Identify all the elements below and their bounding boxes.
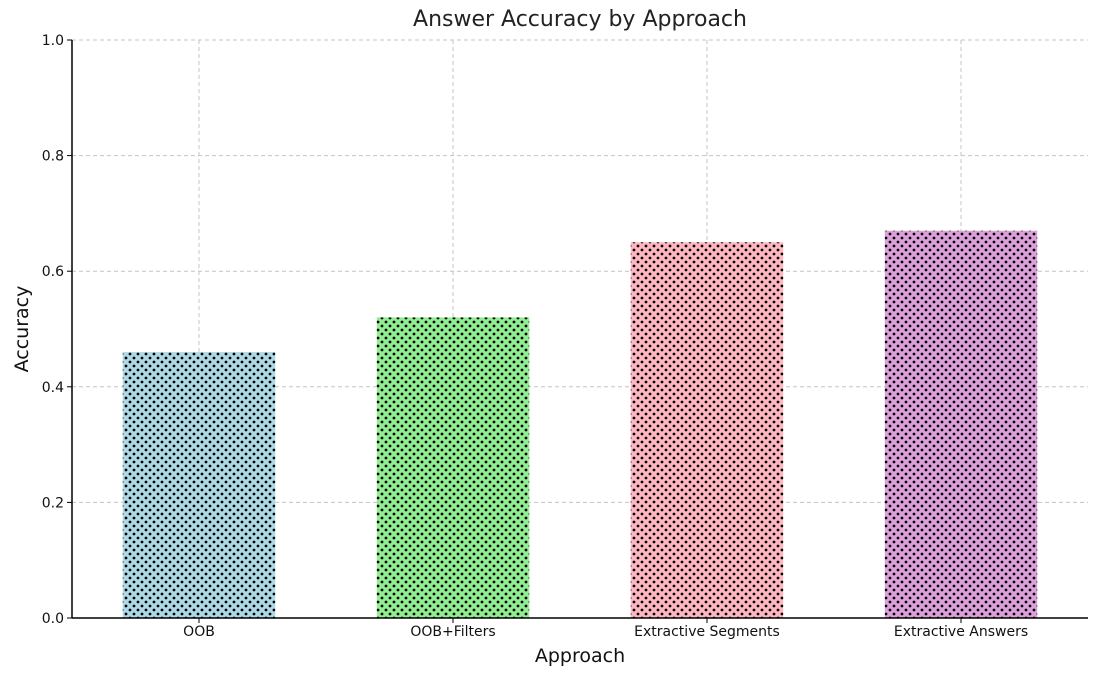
- tick-labels: 0.0 0.2 0.4 0.6 0.8 1.0 OOB OOB+Filters Extracti…: [42, 33, 1028, 640]
- y-tick-label: 0.0: [42, 611, 64, 627]
- y-tick-label: 0.8: [42, 149, 64, 165]
- x-tick-label: Extractive Answers: [894, 624, 1028, 640]
- bar-oob: [122, 352, 276, 618]
- x-tick-label: OOB+Filters: [410, 624, 495, 640]
- y-tick-label: 0.4: [42, 380, 64, 396]
- y-tick-label: 0.6: [42, 264, 64, 280]
- y-tick-label: 1.0: [42, 33, 64, 49]
- y-axis-label: Accuracy: [11, 286, 33, 373]
- bar-extractive-answers: [884, 230, 1038, 619]
- x-tick-label: Extractive Segments: [634, 624, 780, 640]
- y-tick-label: 0.2: [42, 495, 64, 511]
- x-tick-label: OOB: [183, 624, 215, 640]
- x-axis-label: Approach: [535, 645, 625, 667]
- axes: [67, 39, 1088, 623]
- bar-oob-filters: [376, 317, 530, 618]
- bars: [122, 230, 1038, 619]
- chart-title: Answer Accuracy by Approach: [413, 7, 747, 32]
- bar-extractive-segments: [630, 242, 784, 619]
